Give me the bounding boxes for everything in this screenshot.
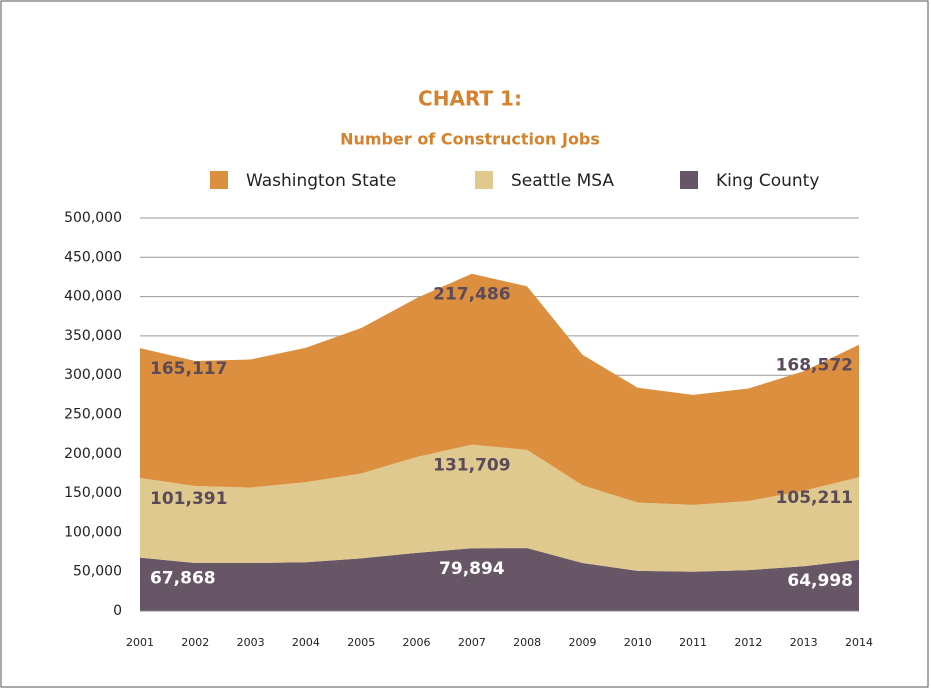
chart-subtitle: Number of Construction Jobs xyxy=(340,130,600,149)
value-label: 67,868 xyxy=(150,569,216,589)
y-tick-label: 250,000 xyxy=(64,407,122,423)
x-tick-label: 2010 xyxy=(624,636,652,649)
y-tick-label: 200,000 xyxy=(64,446,122,462)
x-tick-label: 2011 xyxy=(679,636,707,649)
x-tick-label: 2008 xyxy=(513,636,541,649)
y-tick-label: 400,000 xyxy=(64,289,122,305)
chart-title: CHART 1: xyxy=(418,87,522,111)
x-tick-label: 2001 xyxy=(126,636,154,649)
legend-swatch xyxy=(210,171,228,189)
value-label: 168,572 xyxy=(776,356,853,376)
area xyxy=(140,444,859,572)
x-tick-label: 2006 xyxy=(403,636,431,649)
y-tick-label: 150,000 xyxy=(64,485,122,501)
x-tick-label: 2005 xyxy=(347,636,375,649)
y-tick-label: 350,000 xyxy=(64,328,122,344)
x-tick-label: 2012 xyxy=(734,636,762,649)
value-label: 79,894 xyxy=(439,559,505,579)
x-tick-label: 2003 xyxy=(237,636,265,649)
x-tick-label: 2002 xyxy=(181,636,209,649)
value-label: 131,709 xyxy=(433,456,510,476)
x-tick-label: 2004 xyxy=(292,636,320,649)
value-label: 217,486 xyxy=(433,285,510,305)
value-label: 165,117 xyxy=(150,359,227,379)
legend-label: King County xyxy=(716,171,819,191)
x-tick-label: 2009 xyxy=(568,636,596,649)
area xyxy=(140,273,859,505)
value-label: 105,211 xyxy=(776,488,853,508)
y-tick-label: 450,000 xyxy=(64,249,122,265)
legend-label: Washington State xyxy=(246,171,396,191)
legend-swatch xyxy=(475,171,493,189)
y-tick-label: 50,000 xyxy=(73,564,122,580)
y-tick-label: 100,000 xyxy=(64,524,122,540)
legend-label: Seattle MSA xyxy=(511,171,614,191)
y-tick-label: 300,000 xyxy=(64,367,122,383)
x-tick-label: 2013 xyxy=(790,636,818,649)
value-label: 64,998 xyxy=(787,571,853,591)
legend-swatch xyxy=(680,171,698,189)
x-tick-label: 2007 xyxy=(458,636,486,649)
x-tick-label: 2014 xyxy=(845,636,873,649)
value-label: 101,391 xyxy=(150,489,227,509)
y-tick-label: 0 xyxy=(113,603,122,619)
area xyxy=(140,548,859,611)
y-tick-label: 500,000 xyxy=(64,210,122,226)
